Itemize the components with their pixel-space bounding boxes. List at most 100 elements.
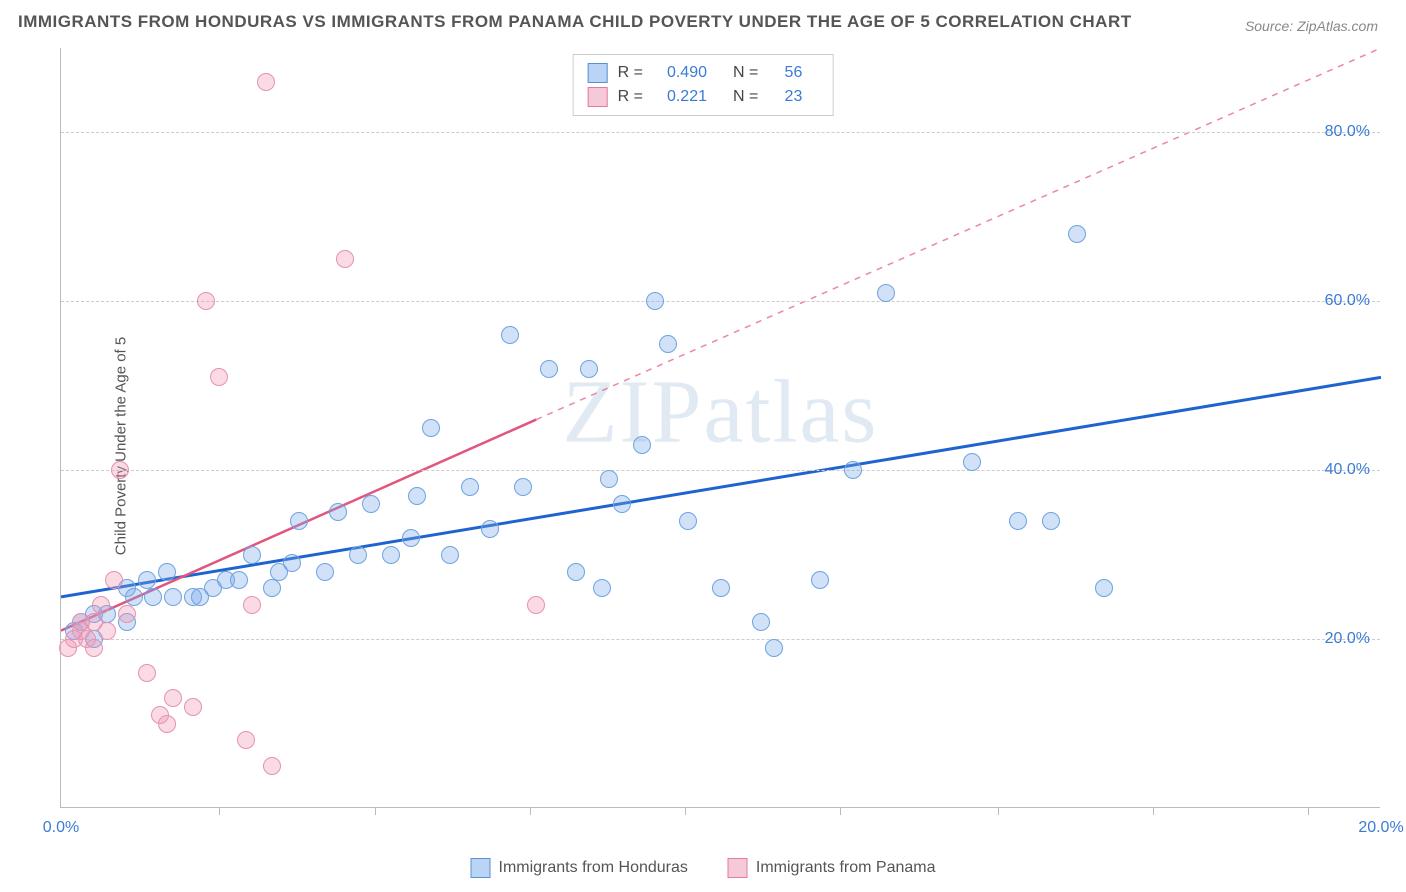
legend-series-item: Immigrants from Panama [728, 858, 936, 878]
scatter-point [646, 292, 664, 310]
scatter-point [580, 360, 598, 378]
grid-line [61, 639, 1380, 640]
scatter-point [877, 284, 895, 302]
grid-line [61, 301, 1380, 302]
legend-n-value: 56 [772, 64, 802, 82]
scatter-point [184, 698, 202, 716]
scatter-point [349, 546, 367, 564]
legend-series-label: Immigrants from Panama [756, 859, 936, 877]
legend-r-label: R = [618, 64, 643, 82]
scatter-point [712, 579, 730, 597]
y-tick-label: 20.0% [1325, 630, 1370, 648]
scatter-point [659, 335, 677, 353]
scatter-point [382, 546, 400, 564]
scatter-point [613, 495, 631, 513]
scatter-point [963, 453, 981, 471]
scatter-point [197, 292, 215, 310]
scatter-point [441, 546, 459, 564]
scatter-point [237, 731, 255, 749]
scatter-point [1042, 512, 1060, 530]
y-tick-label: 80.0% [1325, 123, 1370, 141]
scatter-point [158, 563, 176, 581]
scatter-point [540, 360, 558, 378]
legend-r-value: 0.221 [657, 88, 707, 106]
trend-lines [61, 48, 1381, 808]
scatter-point [408, 487, 426, 505]
scatter-point [402, 529, 420, 547]
scatter-point [144, 588, 162, 606]
y-tick-label: 60.0% [1325, 292, 1370, 310]
legend-swatch [728, 858, 748, 878]
trend-line [61, 377, 1381, 597]
legend-series: Immigrants from Honduras Immigrants from … [471, 858, 936, 878]
x-tick [219, 807, 220, 815]
x-tick [840, 807, 841, 815]
scatter-point [593, 579, 611, 597]
y-tick-label: 40.0% [1325, 461, 1370, 479]
x-tick-label: 20.0% [1358, 819, 1403, 837]
scatter-point [514, 478, 532, 496]
scatter-point [263, 579, 281, 597]
scatter-point [158, 715, 176, 733]
x-tick-label: 0.0% [43, 819, 79, 837]
scatter-point [600, 470, 618, 488]
scatter-point [844, 461, 862, 479]
scatter-point [1068, 225, 1086, 243]
legend-r-label: R = [618, 88, 643, 106]
scatter-point [567, 563, 585, 581]
scatter-point [290, 512, 308, 530]
scatter-point [263, 757, 281, 775]
scatter-point [1095, 579, 1113, 597]
scatter-point [362, 495, 380, 513]
scatter-point [92, 596, 110, 614]
scatter-point [105, 571, 123, 589]
x-tick [375, 807, 376, 815]
x-tick [530, 807, 531, 815]
legend-n-label: N = [733, 64, 758, 82]
source-label: Source: ZipAtlas.com [1245, 18, 1378, 34]
scatter-point [336, 250, 354, 268]
scatter-point [138, 664, 156, 682]
legend-n-value: 23 [772, 88, 802, 106]
scatter-point [329, 503, 347, 521]
grid-line [61, 132, 1380, 133]
legend-swatch [588, 87, 608, 107]
legend-correlation: R = 0.490 N = 56 R = 0.221 N = 23 [573, 54, 834, 116]
scatter-point [481, 520, 499, 538]
scatter-point [125, 588, 143, 606]
grid-line [61, 470, 1380, 471]
scatter-point [811, 571, 829, 589]
x-tick [685, 807, 686, 815]
legend-series-label: Immigrants from Honduras [499, 859, 688, 877]
legend-swatch [471, 858, 491, 878]
scatter-point [85, 639, 103, 657]
scatter-point [210, 368, 228, 386]
x-tick [1153, 807, 1154, 815]
scatter-point [243, 546, 261, 564]
plot-area: ZIPatlas 20.0%40.0%60.0%80.0%0.0%20.0% [60, 48, 1380, 808]
scatter-point [164, 588, 182, 606]
scatter-point [752, 613, 770, 631]
scatter-point [461, 478, 479, 496]
scatter-point [679, 512, 697, 530]
legend-series-item: Immigrants from Honduras [471, 858, 688, 878]
scatter-point [164, 689, 182, 707]
scatter-point [422, 419, 440, 437]
scatter-point [118, 605, 136, 623]
scatter-point [257, 73, 275, 91]
legend-r-value: 0.490 [657, 64, 707, 82]
scatter-point [230, 571, 248, 589]
scatter-point [243, 596, 261, 614]
scatter-point [316, 563, 334, 581]
scatter-point [527, 596, 545, 614]
scatter-point [283, 554, 301, 572]
scatter-point [1009, 512, 1027, 530]
scatter-point [765, 639, 783, 657]
watermark: ZIPatlas [563, 361, 879, 464]
scatter-point [111, 461, 129, 479]
legend-n-label: N = [733, 88, 758, 106]
scatter-point [633, 436, 651, 454]
legend-row: R = 0.221 N = 23 [588, 85, 819, 109]
scatter-point [98, 622, 116, 640]
legend-swatch [588, 63, 608, 83]
